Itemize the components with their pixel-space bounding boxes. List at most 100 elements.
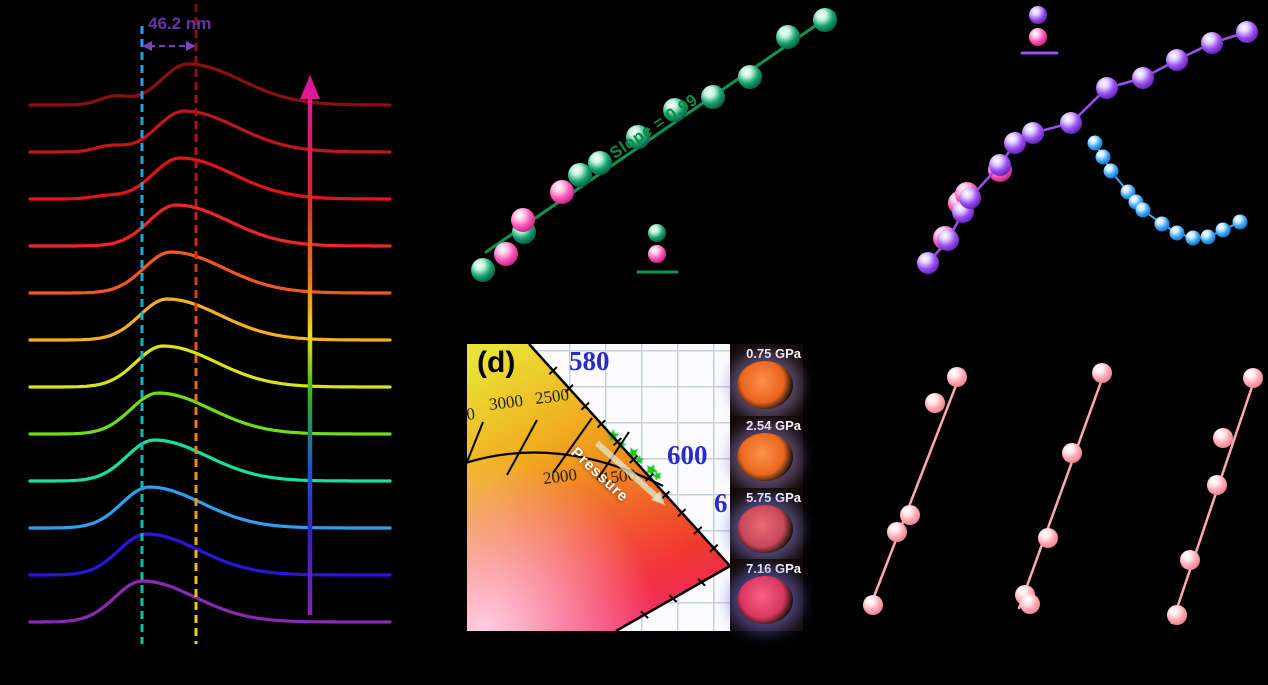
cct-isotherm-line [506,419,538,476]
cct-isotherm-line [467,421,484,465]
sample-photo-cell: 7.16 GPa [730,559,803,631]
salmon-data-sphere [925,393,945,413]
violet-data-sphere [1201,32,1223,54]
violet-series-line [926,30,1249,265]
violet-data-sphere [937,229,959,251]
blue-data-sphere [1215,222,1231,238]
glowing-sample-photo [737,504,793,553]
planckian-locus [467,451,664,487]
wavelength-tick [661,490,671,500]
linear-series-plot [863,363,1263,625]
legend-pink-sphere [648,245,666,263]
spectrum-curve [28,532,392,577]
pink-data-sphere [550,180,574,204]
edge-tick [697,578,706,587]
shift-arrowhead-left [142,41,152,51]
violet-data-sphere [1166,49,1188,71]
sample-photo-cell: 0.75 GPa [730,344,803,416]
spectrum-curve [28,391,392,436]
panel-c-pressure-scatter [850,0,1268,335]
spectrum-curve [28,156,392,201]
salmon-data-sphere [863,595,883,615]
violet-data-sphere [1022,122,1044,144]
wavelength-label: 6 [714,488,728,518]
wavelength-tick [693,526,703,535]
green-data-sphere [568,163,592,187]
blue-data-sphere [1232,214,1248,230]
blue-data-sphere [1135,202,1151,218]
wavelength-label: 600 [667,440,708,470]
spectrum-curve [28,438,392,483]
green-data-sphere [588,151,612,175]
slope-scatter-plot [471,8,837,282]
spectrum-curve [28,344,392,389]
green-data-sphere [471,258,495,282]
legend-pink-sphere [1029,28,1047,46]
salmon-data-sphere [1020,594,1040,614]
wavelength-tick [596,419,606,429]
salmon-data-sphere [1092,363,1112,383]
panel-a-pl-spectra: 46.2 nm [0,0,420,685]
peak-shift-label: 46.2 nm [148,14,212,33]
wavelength-tick [612,437,622,447]
wavelength-tick [709,543,719,553]
cct-isotherm-line [552,417,593,474]
pressure-arrowhead [300,75,320,99]
spectrum-curve [28,62,392,107]
salmon-data-sphere [887,522,907,542]
wavelength-label: 580 [569,346,610,376]
spectrum-curve [28,297,392,342]
wavelength-tick [548,366,558,375]
blue-data-sphere [1120,184,1136,200]
edge-tick [640,610,649,619]
blue-data-sphere [1200,229,1216,245]
trend-line [866,368,964,614]
violet-data-sphere [1236,21,1258,43]
violet-data-sphere [1096,77,1118,99]
pressure-arrowhead [651,491,665,505]
glowing-sample-photo [737,432,793,481]
sample-photo-cell: 2.54 GPa [730,415,803,488]
pressure-value-label: 2.54 GPa [746,417,801,433]
blue-data-sphere [1095,149,1111,165]
fit-line [484,11,836,254]
spectrum-curve [28,203,392,248]
salmon-data-sphere [947,367,967,387]
green-data-sphere [626,125,650,149]
pressure-value-label: 7.16 GPa [746,561,801,577]
wavelength-tick [645,472,655,482]
salmon-data-sphere [1167,605,1187,625]
shift-arrowhead-right [186,41,196,51]
panel-b-slope-scatter [420,0,850,330]
legend-violet-sphere [1029,6,1047,24]
salmon-data-sphere [900,505,920,525]
blue-data-sphere [1154,216,1170,232]
green-data-sphere [738,65,762,89]
trend-line [1170,370,1259,625]
legend-green-sphere [648,224,666,242]
wavelength-tick [564,384,574,393]
blue-data-sphere [1169,225,1185,241]
blue-data-sphere [1087,135,1103,151]
pressure-value-label: 5.75 GPa [746,489,801,505]
green-data-sphere [813,8,837,32]
trend-line [1017,366,1108,610]
wavelength-tick [629,455,639,464]
blue-data-sphere [1103,163,1119,179]
pink-data-sphere [511,208,535,232]
sample-photo-cell: 5.75 GPa [730,487,803,560]
violet-data-sphere [959,187,981,209]
violet-data-sphere [1060,112,1082,134]
blue-data-sphere [1185,230,1201,246]
glowing-sample-photo [737,576,793,625]
panel-d-label: (d) [477,346,516,379]
salmon-data-sphere [1243,368,1263,388]
spectrum-curve [28,109,392,154]
edge-tick [668,594,678,603]
wavelength-tick [580,401,590,411]
cie-overlay-plot [467,344,730,631]
green-data-sphere [663,98,687,122]
